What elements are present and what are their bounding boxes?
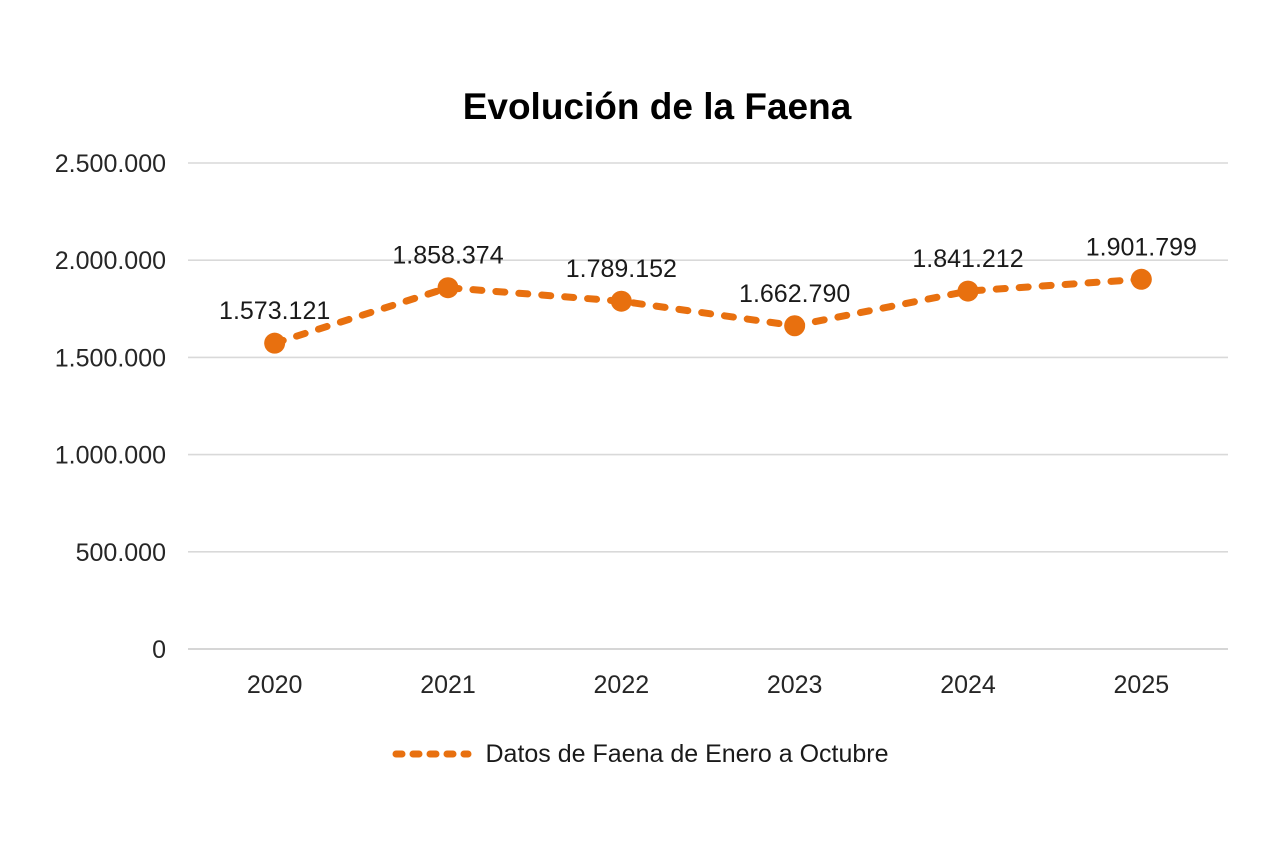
chart-title: Evolución de la Faena <box>462 86 852 127</box>
data-point-label: 1.573.121 <box>219 297 330 325</box>
x-axis-tick-label: 2025 <box>1114 671 1170 699</box>
series-line <box>271 275 1145 347</box>
data-point-marker <box>957 280 979 302</box>
x-axis-tick-label: 2023 <box>767 671 823 699</box>
data-point-marker <box>437 277 459 299</box>
data-point-label: 1.841.212 <box>912 245 1023 273</box>
data-point-label: 1.901.799 <box>1086 233 1197 261</box>
x-axis-tick-label: 2024 <box>940 671 996 699</box>
legend-label: Datos de Faena de Enero a Octubre <box>485 739 889 768</box>
data-point-marker <box>784 315 806 337</box>
x-axis-tick-label: 2022 <box>594 671 650 699</box>
data-point-marker <box>264 332 286 354</box>
data-point-marker <box>610 290 632 312</box>
data-point-label: 1.858.374 <box>392 242 503 270</box>
y-axis-tick-label: 2.500.000 <box>55 150 166 178</box>
legend: Datos de Faena de Enero a Octubre <box>0 738 1280 770</box>
y-axis-tick-label: 500.000 <box>76 539 166 567</box>
y-axis-tick-label: 1.500.000 <box>55 344 166 372</box>
y-axis-tick-label: 1.000.000 <box>55 442 166 470</box>
data-point-marker <box>1130 268 1152 290</box>
x-axis-tick-label: 2020 <box>247 671 303 699</box>
data-point-label: 1.789.152 <box>566 255 677 283</box>
legend-dashed-line-icon <box>392 750 472 758</box>
y-axis-tick-label: 2.000.000 <box>55 247 166 275</box>
x-axis-tick-label: 2021 <box>420 671 476 699</box>
y-axis-tick-label: 0 <box>152 636 166 664</box>
data-point-label: 1.662.790 <box>739 280 850 308</box>
